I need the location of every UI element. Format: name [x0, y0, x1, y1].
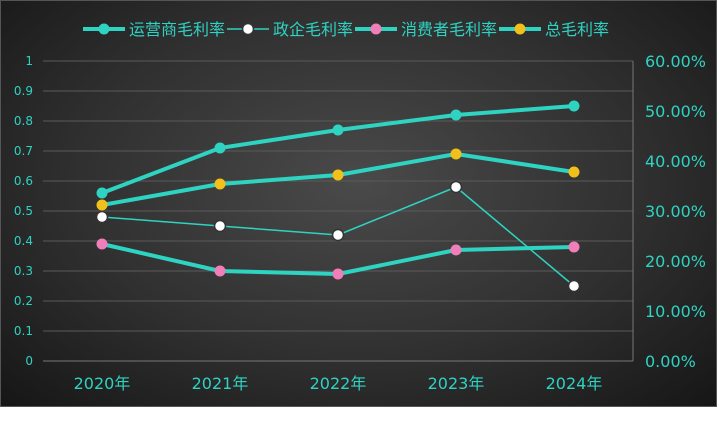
y-left-tick-label: 0.8	[14, 114, 33, 128]
series-point-3	[96, 238, 108, 250]
legend-swatch-marker	[514, 23, 526, 35]
y-right-tick-label: 0.00%	[645, 352, 696, 371]
legend: 运营商毛利率 政企毛利率 消费者毛利率 总毛利率	[83, 20, 609, 39]
series-point-2	[213, 219, 227, 233]
legend-swatch-marker	[98, 23, 110, 35]
legend-label: 政企毛利率	[273, 20, 353, 39]
series-point-1	[568, 100, 580, 112]
x-tick-label: 2022年	[310, 374, 367, 393]
y-left-tick-label: 0	[25, 354, 33, 368]
series-point-2	[449, 180, 463, 194]
series-point-1	[450, 109, 462, 121]
series-point-1	[96, 187, 108, 199]
series-point-4	[96, 199, 108, 211]
y-right-tick-label: 60.00%	[645, 52, 706, 71]
legend-label: 消费者毛利率	[401, 20, 497, 39]
series-point-4	[214, 178, 226, 190]
y-right-tick-label: 50.00%	[645, 102, 706, 121]
series-point-1	[214, 142, 226, 154]
y-left-tick-label: 0.1	[14, 324, 33, 338]
x-tick-label: 2024年	[546, 374, 603, 393]
line-chart: 00.10.20.30.40.50.60.70.80.910.00%10.00%…	[14, 20, 706, 393]
legend-label: 总毛利率	[545, 20, 609, 39]
y-left-tick-label: 0.2	[14, 294, 33, 308]
y-left-tick-label: 0.5	[14, 204, 33, 218]
series-point-1	[332, 124, 344, 136]
series-point-4	[450, 148, 462, 160]
y-right-tick-label: 40.00%	[645, 152, 706, 171]
series-point-3	[568, 241, 580, 253]
series-point-2	[95, 210, 109, 224]
y-left-tick-label: 0.4	[14, 234, 33, 248]
y-right-tick-label: 20.00%	[645, 252, 706, 271]
y-right-tick-label: 30.00%	[645, 202, 706, 221]
x-tick-label: 2021年	[192, 374, 249, 393]
legend-swatch-marker	[241, 22, 255, 36]
legend-swatch-marker	[370, 23, 382, 35]
x-tick-label: 2023年	[428, 374, 485, 393]
series-point-2	[331, 228, 345, 242]
y-right-tick-label: 10.00%	[645, 302, 706, 321]
series-point-4	[568, 166, 580, 178]
series-point-3	[332, 268, 344, 280]
series-point-4	[332, 169, 344, 181]
x-tick-label: 2020年	[74, 374, 131, 393]
y-left-tick-label: 0.7	[14, 144, 33, 158]
chart-frame: 0 0.1 0.2 0.3 0.4 0.5 0.6 0.7 0.8 0.9 1 0.00% 10.00%…	[0, 0, 717, 407]
series-point-3	[214, 265, 226, 277]
series-point-3	[450, 244, 462, 256]
y-left-tick-label: 0.6	[14, 174, 33, 188]
series-point-2	[567, 279, 581, 293]
y-left-tick-label: 0.9	[14, 84, 33, 98]
y-left-tick-label: 0.3	[14, 264, 33, 278]
legend-label: 运营商毛利率	[129, 20, 225, 39]
y-left-tick-label: 1	[25, 54, 33, 68]
